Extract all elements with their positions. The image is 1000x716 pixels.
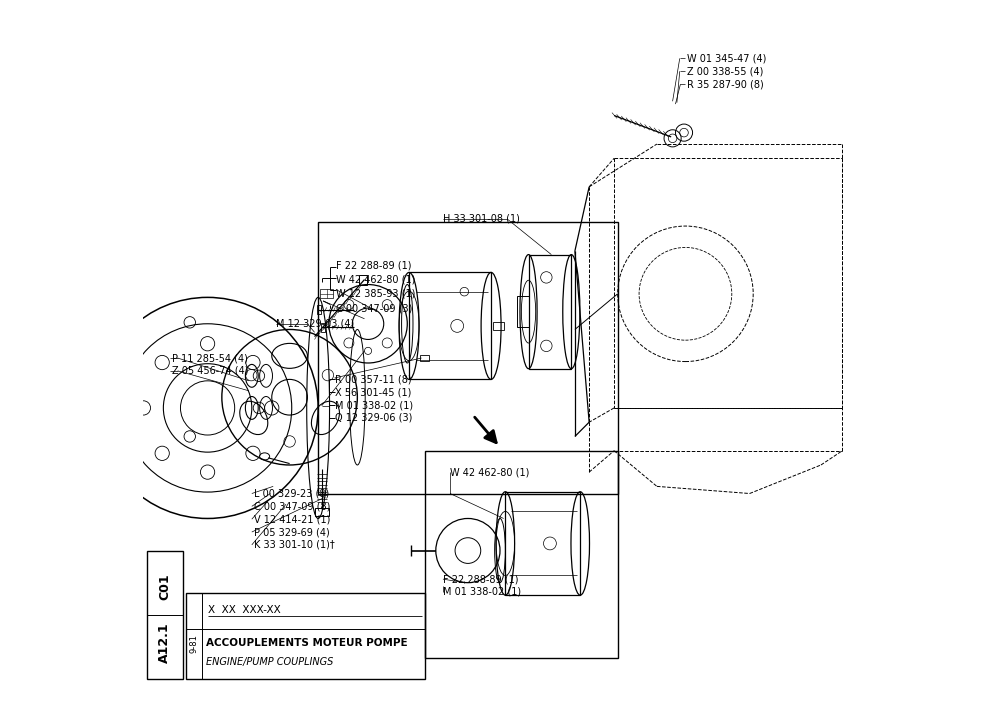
Text: C01: C01	[158, 574, 171, 600]
Bar	[493, 321, 504, 330]
Text: P 05 329-69 (4): P 05 329-69 (4)	[254, 527, 330, 537]
Bar	[517, 296, 529, 327]
Text: W 12 385-93 (1): W 12 385-93 (1)	[336, 289, 415, 299]
Bar	[529, 255, 571, 369]
Text: X 56 301-45 (1): X 56 301-45 (1)	[335, 387, 411, 397]
Text: Q 12 329-06 (3): Q 12 329-06 (3)	[335, 413, 412, 423]
Text: V 12 414-21 (1): V 12 414-21 (1)	[254, 514, 330, 524]
Text: H 33 301-08 (1): H 33 301-08 (1)	[443, 214, 520, 224]
Text: R 35 287-90 (8): R 35 287-90 (8)	[687, 79, 764, 89]
Text: Z 00 338-55 (4): Z 00 338-55 (4)	[687, 67, 763, 77]
Text: R 00 357-11 (8): R 00 357-11 (8)	[335, 374, 411, 384]
Text: W 42 462-80 (1): W 42 462-80 (1)	[336, 274, 415, 284]
Bar	[425, 450, 618, 657]
Text: L 00 329-23 (8): L 00 329-23 (8)	[254, 488, 329, 498]
Text: C 00 347-09 (3): C 00 347-09 (3)	[336, 303, 412, 313]
Bar	[186, 594, 425, 679]
Text: M 01 338-02 (1): M 01 338-02 (1)	[443, 587, 521, 597]
Text: W 42 462-80 (1): W 42 462-80 (1)	[450, 467, 529, 477]
Bar	[420, 355, 429, 361]
Text: ENGINE/PUMP COUPLINGS: ENGINE/PUMP COUPLINGS	[206, 657, 334, 667]
Bar	[321, 323, 325, 332]
Text: F 22 288-89 (1): F 22 288-89 (1)	[443, 574, 518, 584]
Bar	[409, 272, 491, 379]
Text: C 00 347-09 (8): C 00 347-09 (8)	[254, 501, 330, 511]
Text: P 11 285-54 (4): P 11 285-54 (4)	[172, 353, 248, 363]
Bar	[318, 223, 618, 493]
Bar	[317, 305, 321, 314]
Text: 9-81: 9-81	[190, 634, 199, 653]
Text: F 22 288-89 (1): F 22 288-89 (1)	[336, 261, 411, 270]
Text: X  XX  XXX-XX: X XX XXX-XX	[208, 606, 280, 616]
Text: M 01 338-02 (1): M 01 338-02 (1)	[335, 400, 413, 410]
Text: W 01 345-47 (4): W 01 345-47 (4)	[687, 54, 766, 64]
Text: ACCOUPLEMENTS MOTEUR POMPE: ACCOUPLEMENTS MOTEUR POMPE	[206, 638, 408, 648]
Bar	[320, 289, 333, 299]
Bar	[315, 508, 329, 516]
Text: A12.1: A12.1	[158, 623, 171, 663]
Bar	[505, 492, 580, 595]
Text: M 12 329-03 (4): M 12 329-03 (4)	[276, 319, 354, 329]
Bar	[359, 275, 367, 285]
Text: K 33 301-10 (1)†: K 33 301-10 (1)†	[254, 540, 335, 550]
Text: Z 05 456-74 (4): Z 05 456-74 (4)	[172, 366, 248, 376]
Bar	[147, 551, 183, 679]
